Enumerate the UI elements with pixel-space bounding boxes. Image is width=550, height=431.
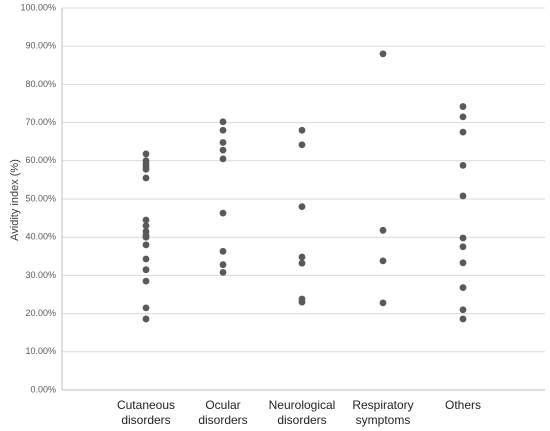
category-label: Cutaneous xyxy=(117,398,175,412)
y-tick-labels: 0.00% 10.00% 20.00% 30.00% 40.00% 50.00% 60.00… xyxy=(20,2,56,394)
data-point xyxy=(219,261,227,269)
y-tick-label: 30.00% xyxy=(25,270,56,280)
data-point xyxy=(298,253,306,261)
data-point xyxy=(298,259,306,267)
category-label: disorders xyxy=(277,413,326,427)
data-point xyxy=(459,315,467,323)
data-point xyxy=(142,315,150,323)
data-point xyxy=(298,298,306,306)
data-point xyxy=(298,141,306,149)
data-point xyxy=(219,155,227,163)
data-point xyxy=(219,209,227,217)
category-labels: CutaneousdisordersOculardisordersNeurolo… xyxy=(117,398,481,427)
data-point xyxy=(142,216,150,224)
data-point xyxy=(142,233,150,241)
data-point xyxy=(459,259,467,267)
data-point xyxy=(459,306,467,314)
category-label: Others xyxy=(445,398,481,412)
data-point xyxy=(459,128,467,136)
y-tick-label: 100.00% xyxy=(20,2,56,12)
data-point xyxy=(142,174,150,182)
data-point xyxy=(142,241,150,249)
y-tick-label: 80.00% xyxy=(25,79,56,89)
y-tick-label: 60.00% xyxy=(25,155,56,165)
data-point xyxy=(219,118,227,126)
data-point xyxy=(459,284,467,292)
category-label: Neurological xyxy=(269,398,336,412)
data-point xyxy=(219,139,227,146)
data-point xyxy=(459,243,467,251)
y-tick-label: 90.00% xyxy=(25,41,56,51)
data-point xyxy=(379,257,387,265)
data-point xyxy=(142,277,150,285)
data-point xyxy=(379,50,387,58)
data-point xyxy=(459,234,467,242)
category-label: disorders xyxy=(121,413,170,427)
y-tick-label: 0.00% xyxy=(30,384,56,394)
category-label: symptoms xyxy=(356,413,411,427)
data-point xyxy=(219,268,227,276)
data-point xyxy=(142,304,150,312)
data-point xyxy=(142,165,150,173)
data-points xyxy=(142,50,467,323)
y-tick-label: 50.00% xyxy=(25,193,56,203)
data-point xyxy=(379,299,387,307)
category-label: Ocular xyxy=(205,398,240,412)
data-point xyxy=(459,113,467,121)
data-point xyxy=(459,192,467,200)
y-tick-label: 20.00% xyxy=(25,308,56,318)
y-tick-label: 10.00% xyxy=(25,346,56,356)
y-tick-label: 70.00% xyxy=(25,117,56,127)
data-point xyxy=(219,126,227,134)
data-point xyxy=(142,266,150,274)
category-label: disorders xyxy=(198,413,247,427)
data-point xyxy=(142,222,150,230)
y-tick-label: 40.00% xyxy=(25,232,56,242)
data-point xyxy=(459,103,467,110)
data-point xyxy=(298,203,306,211)
data-point xyxy=(142,150,150,158)
data-point xyxy=(298,126,306,134)
category-label: Respiratory xyxy=(352,398,413,412)
y-axis-title: Avidity index (%) xyxy=(9,159,21,241)
axes xyxy=(61,8,545,391)
data-point xyxy=(219,247,227,255)
data-point xyxy=(379,226,387,234)
data-point xyxy=(459,161,467,169)
data-point xyxy=(219,146,227,154)
data-point xyxy=(142,255,150,263)
gridlines xyxy=(62,7,545,353)
